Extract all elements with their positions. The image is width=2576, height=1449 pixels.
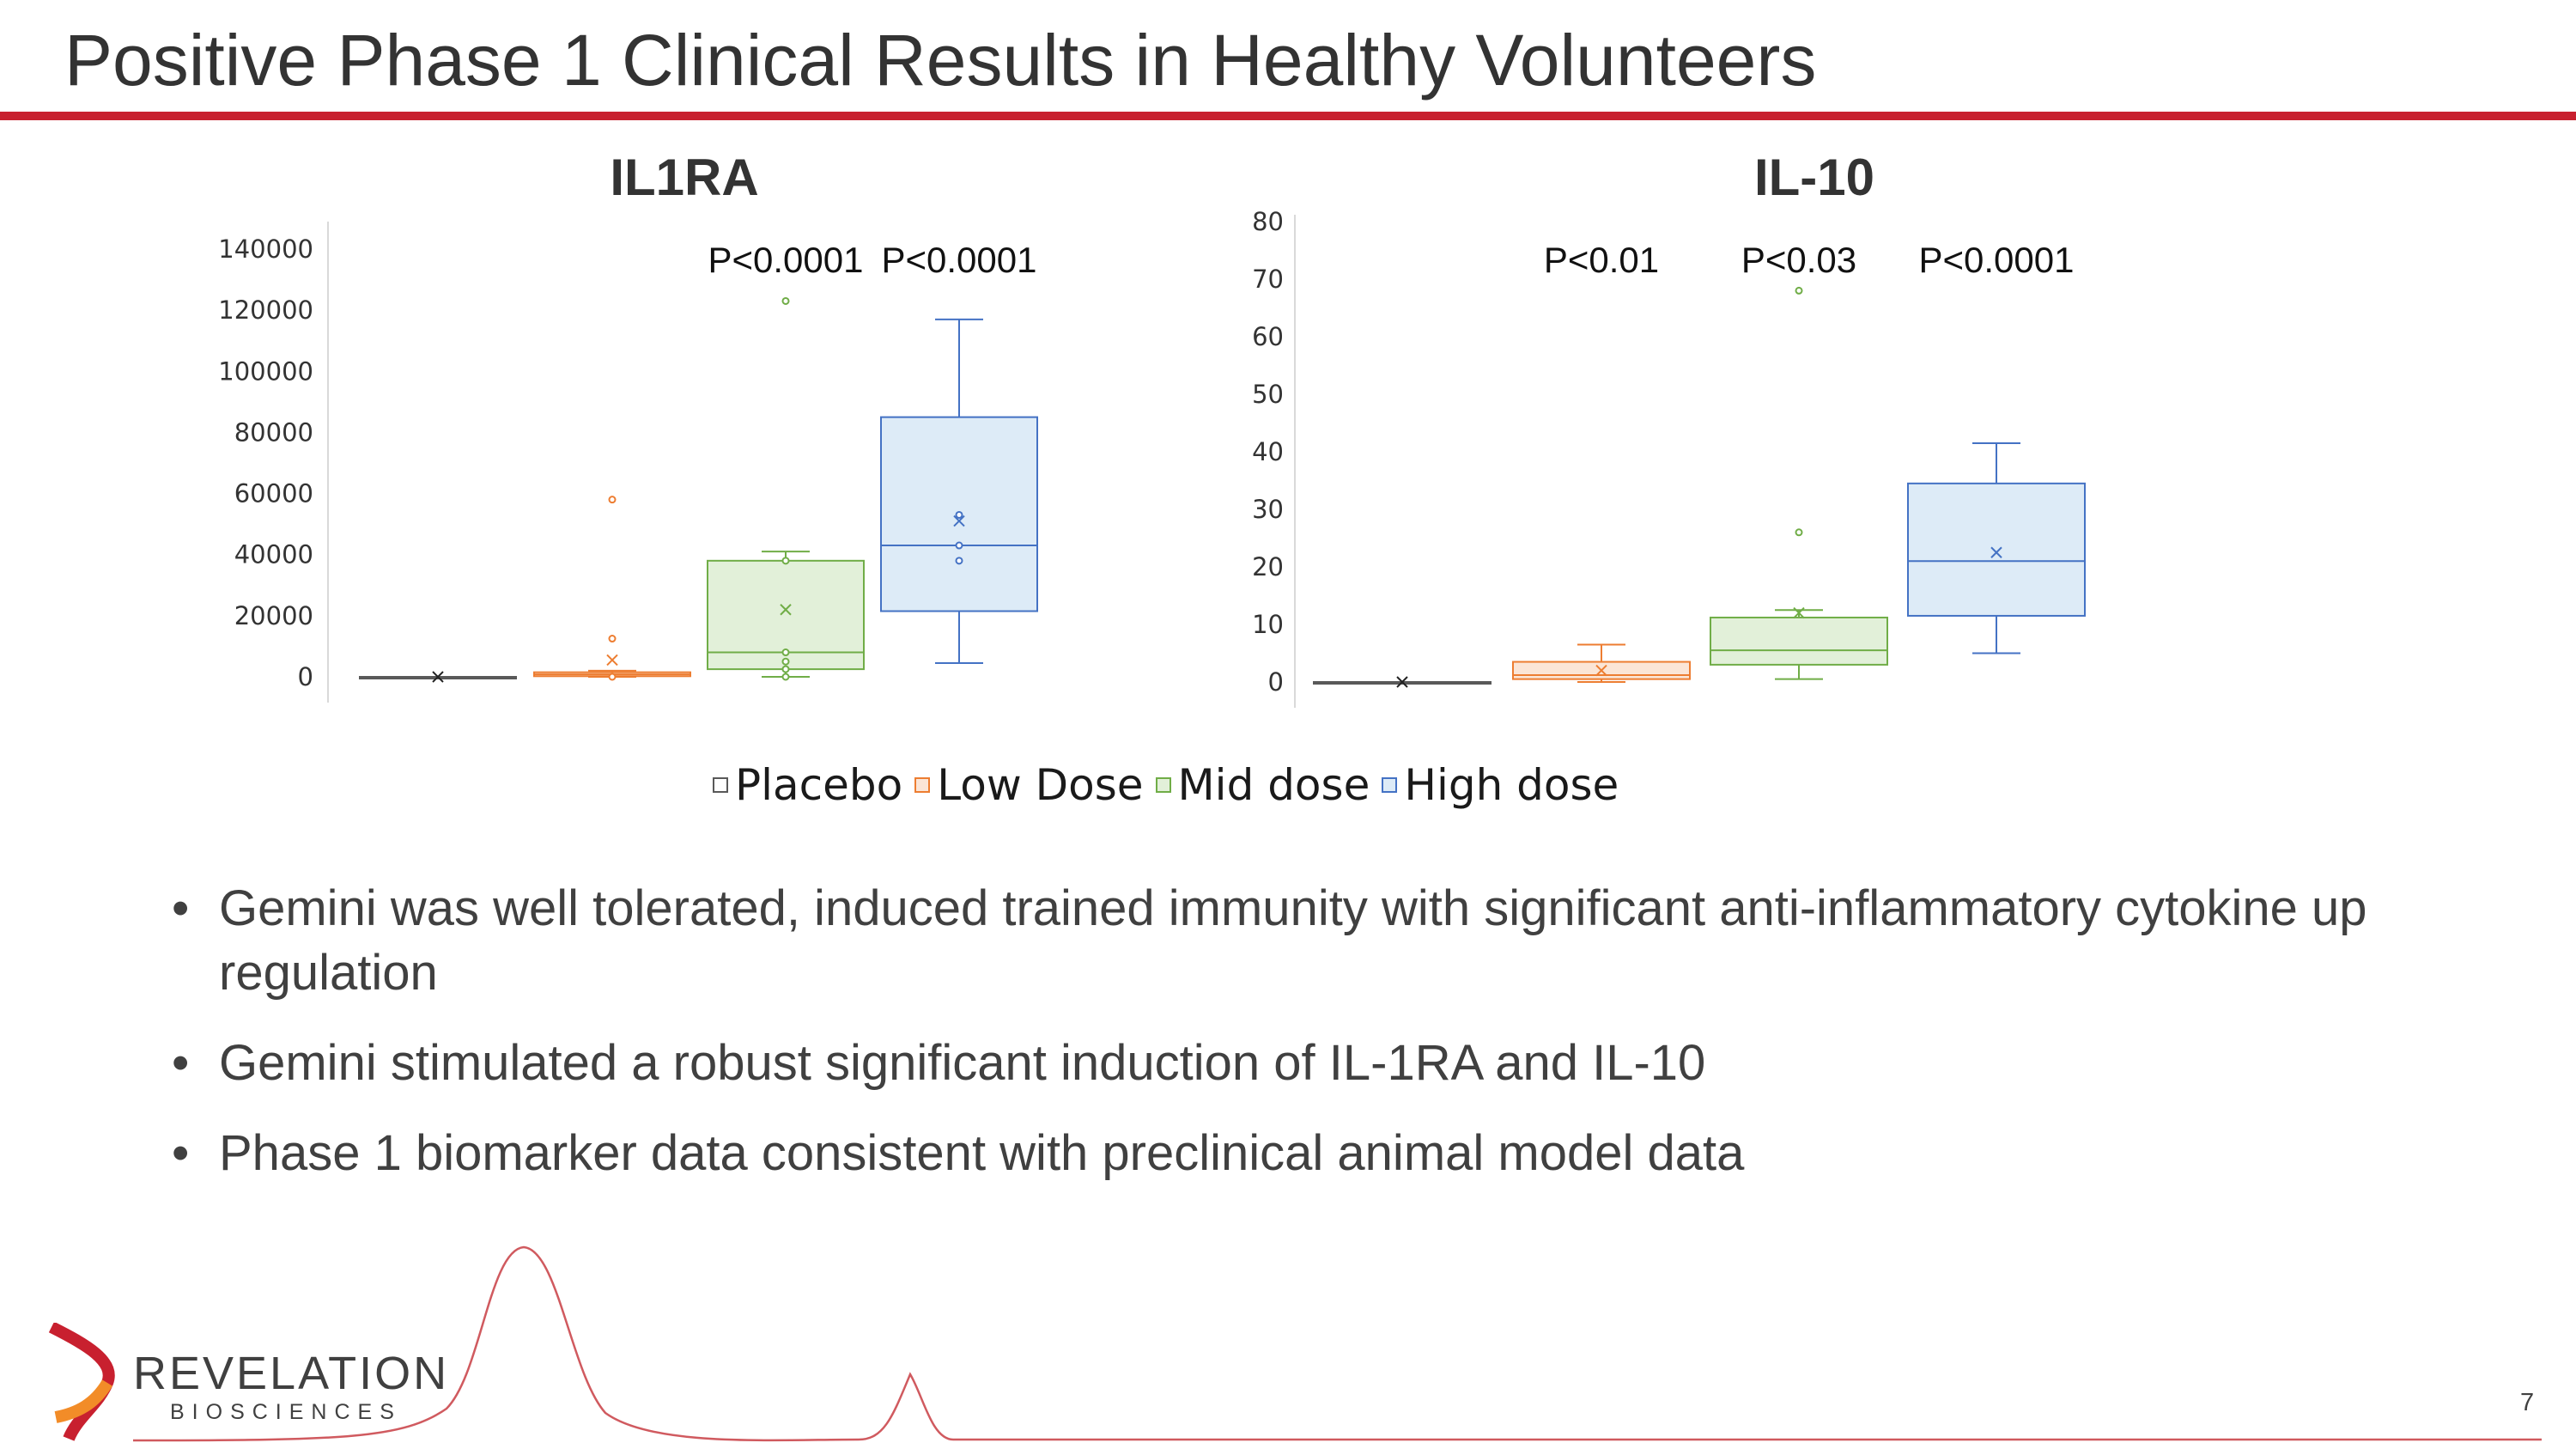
box-high-dose <box>1907 482 2086 617</box>
outlier-point-mid-dose <box>1795 528 1803 537</box>
legend-swatch-mid-dose <box>1155 777 1171 793</box>
y-tick-label: 60000 <box>234 479 313 508</box>
y-tick-label: 140000 <box>218 234 313 264</box>
y-tick-label: 0 <box>1268 667 1284 697</box>
y-tick-label: 10 <box>1252 610 1284 639</box>
legend-item-low-dose: Low Dose <box>914 760 1144 810</box>
y-tick-label: 80000 <box>234 417 313 447</box>
mean-marker-high-dose <box>953 514 965 527</box>
outlier-point-mid-dose <box>781 665 790 673</box>
bullet-item: Gemini was well tolerated, induced train… <box>172 876 2404 1005</box>
legend-swatch-placebo <box>713 777 728 793</box>
slide-title: Positive Phase 1 Clinical Results in Hea… <box>64 20 1817 100</box>
outlier-point-mid-dose <box>781 648 790 657</box>
legend-item-high-dose: High dose <box>1382 760 1619 810</box>
title-divider <box>0 112 2576 120</box>
legend-item-mid-dose: Mid dose <box>1155 760 1370 810</box>
mean-marker-mid-dose <box>780 604 792 616</box>
outlier-point-mid-dose <box>781 296 790 305</box>
legend-swatch-high-dose <box>1382 777 1398 793</box>
y-tick-label: 70 <box>1252 265 1284 294</box>
mean-marker-mid-dose <box>1793 606 1805 619</box>
bullet-list: Gemini was well tolerated, induced train… <box>172 876 2404 1211</box>
bullet-item: Phase 1 biomarker data consistent with p… <box>172 1121 2404 1185</box>
y-tick-label: 20000 <box>234 601 313 630</box>
mean-marker-placebo <box>1396 676 1408 688</box>
legend-label-mid-dose: Mid dose <box>1177 760 1370 810</box>
y-tick-label: 80 <box>1252 207 1284 236</box>
y-tick-label: 50 <box>1252 380 1284 409</box>
p-value-label-high-dose: P<0.0001 <box>881 240 1036 280</box>
y-tick-label: 60 <box>1252 322 1284 351</box>
legend-item-placebo: Placebo <box>713 760 902 810</box>
outlier-point-high-dose <box>955 557 963 565</box>
mean-marker-low-dose <box>1595 664 1607 677</box>
y-tick-label: 40 <box>1252 437 1284 466</box>
y-tick-label: 30 <box>1252 495 1284 524</box>
mean-marker-high-dose <box>1990 546 2002 558</box>
box-mid-dose <box>1710 616 1888 666</box>
p-value-label-high-dose: P<0.0001 <box>1918 240 2074 280</box>
outlier-point-low-dose <box>608 635 617 643</box>
outlier-point-mid-dose <box>1795 286 1803 295</box>
legend-label-low-dose: Low Dose <box>937 760 1144 810</box>
outlier-point-low-dose <box>608 496 617 504</box>
legend-swatch-low-dose <box>914 777 931 793</box>
mean-marker-placebo <box>432 671 444 683</box>
page-number: 7 <box>2520 1389 2535 1416</box>
y-tick-label: 20 <box>1252 552 1284 581</box>
outlier-point-mid-dose <box>781 673 790 681</box>
bullet-item: Gemini stimulated a robust significant i… <box>172 1031 2404 1095</box>
y-tick-label: 100000 <box>218 356 313 386</box>
y-tick-label: 40000 <box>234 540 313 569</box>
outlier-point-high-dose <box>955 541 963 550</box>
legend-label-placebo: Placebo <box>735 760 903 810</box>
outlier-point-mid-dose <box>781 657 790 666</box>
outlier-point-mid-dose <box>781 557 790 565</box>
p-value-label-low-dose: P<0.01 <box>1544 240 1659 280</box>
logo-subtitle: BIOSCIENCES <box>170 1400 402 1424</box>
outlier-point-high-dose <box>955 510 963 519</box>
y-tick-label: 120000 <box>218 295 313 325</box>
legend-label-high-dose: High dose <box>1404 760 1619 810</box>
chart-legend: Placebo Low Dose Mid dose High dose <box>713 760 1631 810</box>
logo-wordmark: REVELATION <box>133 1348 450 1399</box>
mean-marker-low-dose <box>606 654 618 667</box>
p-value-label-mid-dose: P<0.03 <box>1741 240 1856 280</box>
chart-title-il10: IL-10 <box>1753 149 1875 206</box>
revelation-logo-icon <box>48 1323 115 1441</box>
p-value-label-mid-dose: P<0.0001 <box>708 240 863 280</box>
outlier-point-low-dose <box>608 673 617 681</box>
y-tick-label: 0 <box>298 662 313 691</box>
chart-title-il1ra: IL1RA <box>610 149 759 206</box>
